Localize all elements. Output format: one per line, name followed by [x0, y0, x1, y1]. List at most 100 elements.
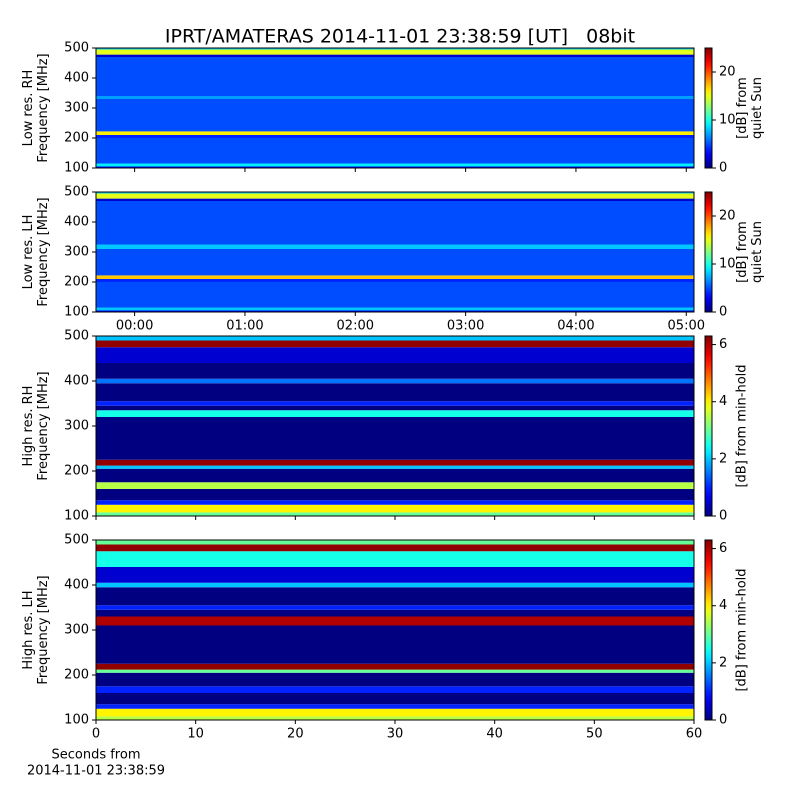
- heatmap-band: [96, 500, 694, 505]
- y-tick-label: 500: [64, 41, 89, 56]
- x-tick-label: 00:00: [116, 319, 153, 334]
- heatmap-band: [96, 465, 694, 469]
- heatmap-band: [96, 567, 694, 583]
- heatmap-band: [96, 96, 694, 99]
- heatmap-band: [96, 693, 694, 705]
- x-tick-label: 40: [486, 727, 503, 742]
- y-tick-label: 200: [64, 275, 89, 290]
- y-tick-label: 300: [64, 419, 89, 434]
- heatmap-band: [96, 669, 694, 673]
- y-tick-label: 200: [64, 668, 89, 683]
- heatmap-band: [96, 54, 694, 57]
- x-tick-label: 10: [187, 727, 204, 742]
- y-axis-label: Frequency [MHz]: [36, 197, 51, 306]
- heatmap-band: [96, 347, 694, 363]
- y-tick-label: 100: [64, 509, 89, 524]
- colorbar-tick-label: 6: [719, 541, 727, 556]
- heatmap-band: [96, 57, 694, 96]
- y-tick-label: 400: [64, 374, 89, 389]
- heatmap-band: [96, 672, 694, 687]
- colorbar-tick-label: 4: [719, 598, 727, 613]
- colorbar-tick-label: 2: [719, 451, 727, 466]
- heatmap-band: [96, 417, 694, 460]
- heatmap-band: [96, 609, 694, 617]
- x-tick-label: 60: [686, 727, 703, 742]
- heatmap-band: [96, 410, 694, 417]
- heatmap-band: [96, 686, 694, 693]
- heatmap-band: [96, 307, 694, 311]
- heatmap-band: [96, 587, 694, 606]
- x-tick-label: 01:00: [226, 319, 263, 334]
- heatmap-band: [96, 625, 694, 664]
- heatmap-band: [96, 48, 694, 50]
- colorbar-tick-label: 10: [719, 113, 736, 128]
- heatmap-band: [96, 249, 694, 276]
- y-tick-label: 400: [64, 215, 89, 230]
- heatmap-band: [96, 166, 694, 168]
- y-axis-label: Low res. RH: [21, 70, 36, 147]
- y-tick-label: 400: [64, 578, 89, 593]
- y-tick-label: 300: [64, 245, 89, 260]
- heatmap-band: [96, 135, 694, 138]
- heatmap-band: [96, 363, 694, 379]
- y-axis-label: High res. RH: [21, 386, 36, 467]
- colorbar-tick-label: 4: [719, 394, 727, 409]
- y-tick-label: 200: [64, 464, 89, 479]
- y-tick-label: 100: [64, 713, 89, 728]
- y-tick-label: 500: [64, 533, 89, 548]
- heatmap-band: [96, 459, 694, 466]
- heatmap-band: [96, 605, 694, 610]
- heatmap-band: [96, 378, 694, 384]
- colorbar-tick-label: 0: [719, 713, 727, 728]
- x-tick-label: 03:00: [447, 319, 484, 334]
- heatmap-band: [96, 138, 694, 164]
- heatmap-band: [96, 192, 694, 194]
- y-tick-label: 400: [64, 71, 89, 86]
- heatmap-band: [96, 99, 694, 132]
- heatmap-band: [96, 704, 694, 709]
- colorbar-label: quiet Sun: [750, 221, 765, 283]
- y-axis-label: Frequency [MHz]: [36, 371, 51, 480]
- colorbar-tick-label: 0: [719, 161, 727, 176]
- y-tick-label: 500: [64, 329, 89, 344]
- x-axis-label: 2014-11-01 23:38:59: [27, 764, 165, 779]
- heatmap-band: [96, 582, 694, 588]
- heatmap-band: [96, 282, 694, 308]
- heatmap-band: [96, 340, 694, 348]
- heatmap-band: [96, 489, 694, 501]
- x-tick-label: 04:00: [557, 319, 594, 334]
- heatmap-band: [96, 163, 694, 167]
- heatmap-band: [96, 244, 694, 249]
- y-axis-label: Frequency [MHz]: [36, 53, 51, 162]
- colorbar-label: [dB] from: [735, 77, 750, 139]
- colorbar: [704, 539, 713, 721]
- heatmap-band: [96, 49, 694, 55]
- heatmap-band: [96, 708, 694, 717]
- heatmap-band: [96, 383, 694, 402]
- heatmap-band: [96, 198, 694, 201]
- y-axis-label: High res. LH: [21, 590, 36, 669]
- heatmap-band: [96, 336, 694, 341]
- colorbar-tick-label: 0: [719, 509, 727, 524]
- heatmap-band: [96, 551, 694, 567]
- heatmap-band: [96, 540, 694, 545]
- y-tick-label: 200: [64, 131, 89, 146]
- y-axis-label: Low res. LH: [21, 215, 36, 290]
- heatmap-band: [96, 131, 694, 135]
- colorbar-label: [dB] from min-hold: [735, 364, 750, 487]
- heatmap-band: [96, 512, 694, 516]
- colorbar-label: [dB] from: [735, 221, 750, 283]
- heatmap-band: [96, 544, 694, 552]
- heatmap-band: [96, 401, 694, 406]
- heatmap-band: [96, 663, 694, 670]
- heatmap-band: [96, 616, 694, 626]
- colorbar-tick-label: 20: [719, 209, 736, 224]
- heatmap-band: [96, 405, 694, 411]
- y-tick-label: 100: [64, 305, 89, 320]
- x-tick-label: 0: [92, 727, 100, 742]
- heatmap-band: [96, 279, 694, 282]
- colorbar: [704, 191, 713, 313]
- heatmap-band: [96, 310, 694, 312]
- heatmap-band: [96, 201, 694, 245]
